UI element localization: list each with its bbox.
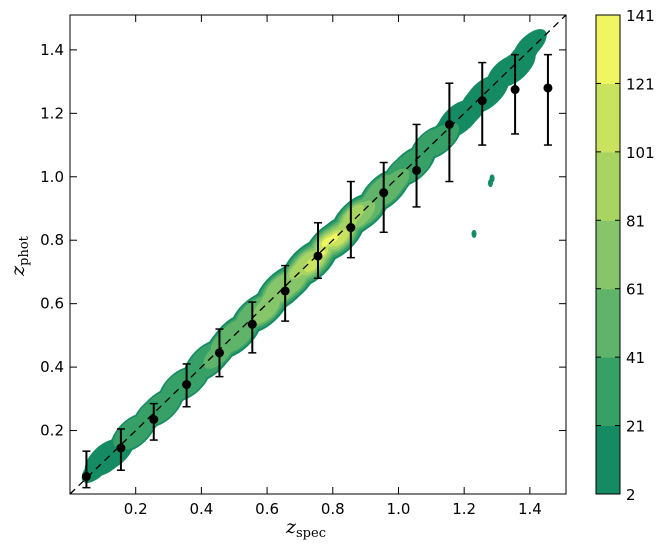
density-contour-blob — [342, 204, 365, 226]
colorbar-segment — [596, 357, 620, 427]
data-point — [214, 348, 224, 358]
y-tick-label: 0.8 — [40, 231, 64, 249]
density-contour-blob — [331, 229, 349, 247]
data-point — [81, 472, 91, 482]
data-point — [346, 223, 356, 233]
data-point — [182, 380, 192, 390]
colorbar-tick-label: 141 — [626, 7, 655, 25]
x-axis-label: zspec — [285, 516, 326, 541]
colorbar-tick-label: 101 — [626, 144, 655, 162]
x-axis-label-main: z — [285, 516, 297, 538]
reference-line — [69, 14, 567, 495]
density-island — [471, 229, 477, 238]
data-point — [477, 96, 487, 106]
y-tick-label: 1.4 — [40, 41, 64, 59]
x-axis-ticks: 0.2 0.4 0.6 0.8 1.0 1.2 1.4 — [124, 15, 542, 518]
y-axis-label-sub: phot — [17, 235, 32, 266]
colorbar-segment — [596, 425, 620, 495]
data-point — [149, 414, 159, 424]
data-point — [379, 188, 389, 198]
y-axis-ticks: 0.2 0.4 0.6 0.8 1.0 1.2 1.4 — [40, 41, 566, 440]
x-axis-label-sub: spec — [296, 526, 326, 541]
x-tick-label: 0.2 — [124, 500, 148, 518]
colorbar-segment — [596, 15, 620, 84]
data-points — [81, 83, 553, 482]
data-point — [280, 286, 290, 296]
x-tick-label: 0.4 — [189, 500, 213, 518]
data-point — [313, 251, 323, 261]
colorbar-segment — [596, 151, 620, 221]
density-contour-blob — [424, 122, 460, 157]
colorbar-tick-label: 21 — [626, 418, 645, 436]
data-point — [412, 165, 422, 175]
colorbar-tick-label: 121 — [626, 75, 655, 93]
y-tick-label: 1.2 — [40, 104, 64, 122]
y-tick-label: 0.4 — [40, 358, 64, 376]
colorbar-tick-label: 41 — [626, 349, 645, 367]
data-point — [510, 85, 520, 95]
x-tick-label: 0.6 — [255, 500, 279, 518]
x-tick-label: 1.0 — [387, 500, 411, 518]
colorbar-frame — [595, 14, 621, 495]
data-point — [444, 119, 454, 129]
colorbar-tick-label: 81 — [626, 212, 645, 230]
y-axis-label-main: z — [7, 265, 29, 277]
data-point — [543, 83, 553, 93]
colorbar-tick-label: 2 — [626, 486, 636, 504]
colorbar: 2 21 41 61 81 101 121 141 — [596, 7, 655, 504]
colorbar-segment — [596, 288, 620, 358]
y-tick-label: 0.2 — [40, 422, 64, 440]
density-island — [489, 174, 495, 183]
colorbar-segment — [596, 220, 620, 290]
x-tick-label: 1.4 — [518, 500, 542, 518]
x-tick-label: 1.2 — [452, 500, 476, 518]
data-point — [116, 443, 126, 453]
data-point — [247, 319, 257, 329]
colorbar-tick-label: 61 — [626, 281, 645, 299]
one-to-one-line — [69, 14, 567, 495]
colorbar-segment — [596, 83, 620, 153]
plot-frame — [69, 14, 567, 495]
y-axis-label: zphot — [7, 235, 32, 277]
density-contour-blob — [513, 29, 547, 62]
y-tick-label: 1.0 — [40, 168, 64, 186]
x-tick-label: 0.8 — [321, 500, 345, 518]
y-tick-label: 0.6 — [40, 295, 64, 313]
